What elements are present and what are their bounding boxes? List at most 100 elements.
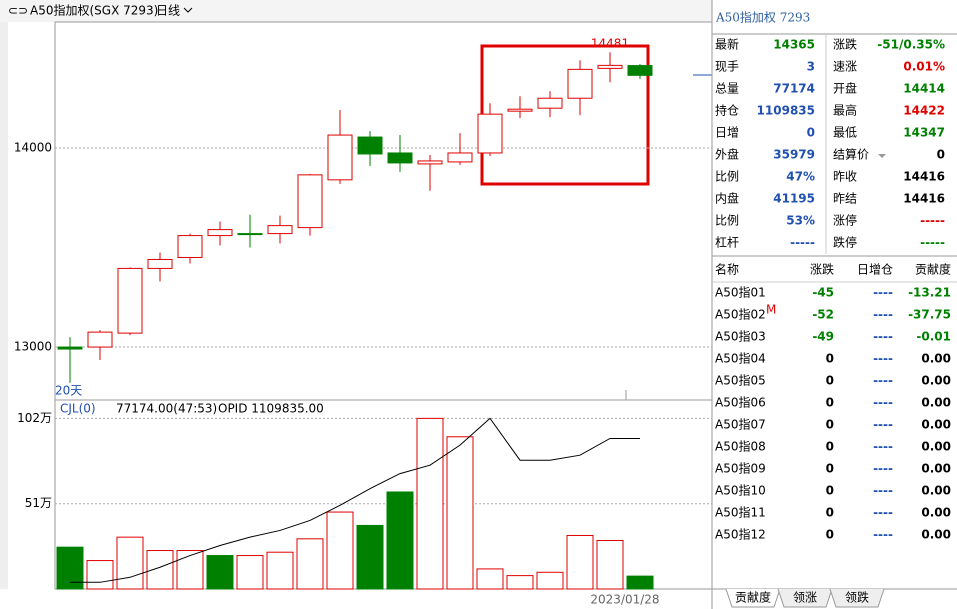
table-cell: 0 xyxy=(826,418,834,432)
candle-body xyxy=(147,258,173,269)
candle-body xyxy=(417,160,443,165)
tab-label[interactable]: 领跌 xyxy=(845,590,869,605)
table-cell: A50指11 xyxy=(715,505,766,520)
tab[interactable] xyxy=(829,588,885,608)
quote-value: ----- xyxy=(920,236,945,250)
quote-label: 现手 xyxy=(715,60,739,74)
table-cell: -49 xyxy=(812,330,834,344)
table-cell: 0 xyxy=(826,528,834,542)
volume-bar xyxy=(416,417,444,590)
quote-label: 外盘 xyxy=(715,147,739,162)
period-select[interactable]: 日线 xyxy=(156,4,180,18)
table-cell: -52 xyxy=(812,308,834,322)
table-cell: ---- xyxy=(873,484,893,498)
candle-body xyxy=(597,64,623,69)
quote-value: 14416 xyxy=(903,170,945,184)
table-header: 日增仓 xyxy=(857,263,893,277)
candle-body xyxy=(207,229,233,237)
quote-value: 0.01% xyxy=(903,60,945,74)
volume-bar xyxy=(86,560,114,590)
table-cell: 0.00 xyxy=(921,352,951,366)
table-cell: A50指06 xyxy=(715,395,766,410)
volume-bar xyxy=(236,555,264,590)
tab-label[interactable]: 贡献度 xyxy=(735,590,771,605)
volume-bar xyxy=(116,536,144,590)
table-cell: ---- xyxy=(873,528,893,542)
table-cell: A50指03 xyxy=(715,329,766,344)
volume-bar xyxy=(506,575,534,590)
candle-body xyxy=(507,108,533,112)
candle-body xyxy=(237,233,263,236)
table-cell: A50指08 xyxy=(715,439,766,454)
candle-body xyxy=(567,68,593,99)
quote-value: ----- xyxy=(920,214,945,228)
volume-bar xyxy=(206,555,234,590)
table-cell: 0 xyxy=(826,396,834,410)
quote-label: 昨收 xyxy=(833,170,857,184)
table-cell: A50指02 xyxy=(715,307,766,322)
quote-value: 41195 xyxy=(773,192,815,206)
quote-value: 0 xyxy=(937,148,945,162)
side-strip xyxy=(0,22,8,589)
table-cell: A50指01 xyxy=(715,285,766,300)
table-cell: 0.00 xyxy=(921,484,951,498)
table-cell: ---- xyxy=(873,286,893,300)
table-cell: 0.00 xyxy=(921,440,951,454)
volume-bar xyxy=(356,524,384,590)
quote-value: 14422 xyxy=(903,104,945,118)
quote-value: 77174 xyxy=(773,82,815,96)
candle-body xyxy=(627,65,653,76)
volume-bar xyxy=(476,568,504,590)
table-cell: ---- xyxy=(873,396,893,410)
table-header: 贡献度 xyxy=(915,262,951,277)
candle-body xyxy=(357,136,383,155)
table-cell: A50指07 xyxy=(715,417,766,432)
candle-body xyxy=(297,174,323,229)
candle-body xyxy=(387,152,413,164)
volume-title[interactable]: CJL(0) xyxy=(60,402,96,416)
volume-bar xyxy=(266,551,294,590)
volume-bar xyxy=(176,550,204,590)
table-cell: ---- xyxy=(873,308,893,322)
quote-label: 持仓 xyxy=(715,103,739,118)
high-label: 14481 xyxy=(591,37,629,51)
table-header: 名称 xyxy=(715,262,739,277)
table-cell: 0 xyxy=(826,484,834,498)
link-icon: ⊂⊃ xyxy=(8,4,28,18)
candle-body xyxy=(537,97,563,109)
quote-label: 比例 xyxy=(715,170,739,184)
table-cell: 0.00 xyxy=(921,396,951,410)
candle-body xyxy=(177,235,203,258)
table-cell: 0 xyxy=(826,440,834,454)
quote-label: 涨跌 xyxy=(833,37,857,52)
table-cell: A50指09 xyxy=(715,461,766,476)
candle-body xyxy=(267,225,293,235)
y-tick-label: 51万 xyxy=(25,496,52,510)
quote-label: 比例 xyxy=(715,214,739,228)
table-cell: 0.00 xyxy=(921,506,951,520)
table-cell: 0.00 xyxy=(921,528,951,542)
quote-label: 涨停 xyxy=(833,213,857,228)
quote-value: 1109835 xyxy=(757,104,815,118)
table-cell: -37.75 xyxy=(908,308,951,322)
quote-value: 3 xyxy=(807,60,815,74)
table-cell: A50指05 xyxy=(715,373,766,388)
table-cell: -0.01 xyxy=(916,330,951,344)
quote-label: 内盘 xyxy=(715,191,739,206)
table-cell: 0 xyxy=(826,352,834,366)
table-cell: ---- xyxy=(873,374,893,388)
quote-value: ----- xyxy=(790,236,815,250)
table-cell: A50指12 xyxy=(715,527,766,542)
quote-label: 速涨 xyxy=(833,59,857,74)
dropdown-arrow[interactable] xyxy=(183,7,193,13)
table-cell: 0.00 xyxy=(921,418,951,432)
date-label: 2023/01/28 xyxy=(590,593,659,607)
tab[interactable] xyxy=(725,588,781,608)
tab[interactable] xyxy=(777,588,833,608)
toolbar xyxy=(0,0,712,22)
volume-bar xyxy=(296,538,324,590)
quote-label: 结算价 xyxy=(833,147,869,162)
table-cell: ---- xyxy=(873,330,893,344)
tab-label[interactable]: 领涨 xyxy=(793,590,817,605)
